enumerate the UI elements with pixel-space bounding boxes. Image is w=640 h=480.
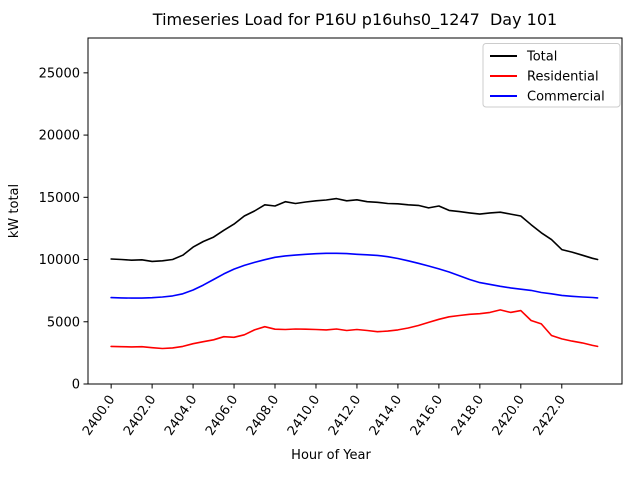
series-line-residential	[110, 309, 599, 350]
x-tick-label: 2418.0	[449, 393, 487, 439]
x-tick-label: 2402.0	[121, 393, 159, 439]
x-tick-label: 2408.0	[244, 393, 282, 439]
chart-title: Timeseries Load for P16U p16uhs0_1247 Da…	[152, 10, 557, 30]
x-tick-label: 2404.0	[162, 393, 200, 439]
y-tick-label: 10000	[39, 253, 80, 268]
x-tick-label: 2412.0	[326, 393, 364, 439]
x-tick-label: 2422.0	[531, 393, 569, 439]
x-tick-label: 2414.0	[367, 393, 405, 439]
legend-box	[482, 43, 621, 108]
axes-frame	[87, 37, 623, 385]
series-line-total	[110, 197, 599, 263]
legend-label-residential: Residential	[527, 70, 599, 85]
legend-label-total: Total	[526, 50, 557, 65]
y-tick-label: 15000	[39, 191, 80, 206]
plot-area: 2400.0 2402.0 2404.0 2406.0 2408.0 2410.0 2412…	[39, 37, 623, 439]
y-tick-label: 0	[72, 378, 80, 393]
x-tick-label: 2420.0	[490, 393, 528, 439]
x-tick-label: 2406.0	[203, 393, 241, 439]
x-tick-label: 2400.0	[80, 393, 118, 439]
y-axis-label: kW total	[7, 184, 22, 238]
x-axis-label: Hour of Year	[291, 448, 371, 463]
y-tick-label: 25000	[39, 66, 80, 81]
series-line-commercial	[110, 252, 599, 299]
y-tick-label: 20000	[39, 129, 80, 144]
x-tick-label: 2410.0	[285, 393, 323, 439]
y-tick-label: 5000	[47, 315, 80, 330]
legend-label-commercial: Commercial	[527, 90, 605, 105]
x-tick-label: 2416.0	[408, 393, 446, 439]
